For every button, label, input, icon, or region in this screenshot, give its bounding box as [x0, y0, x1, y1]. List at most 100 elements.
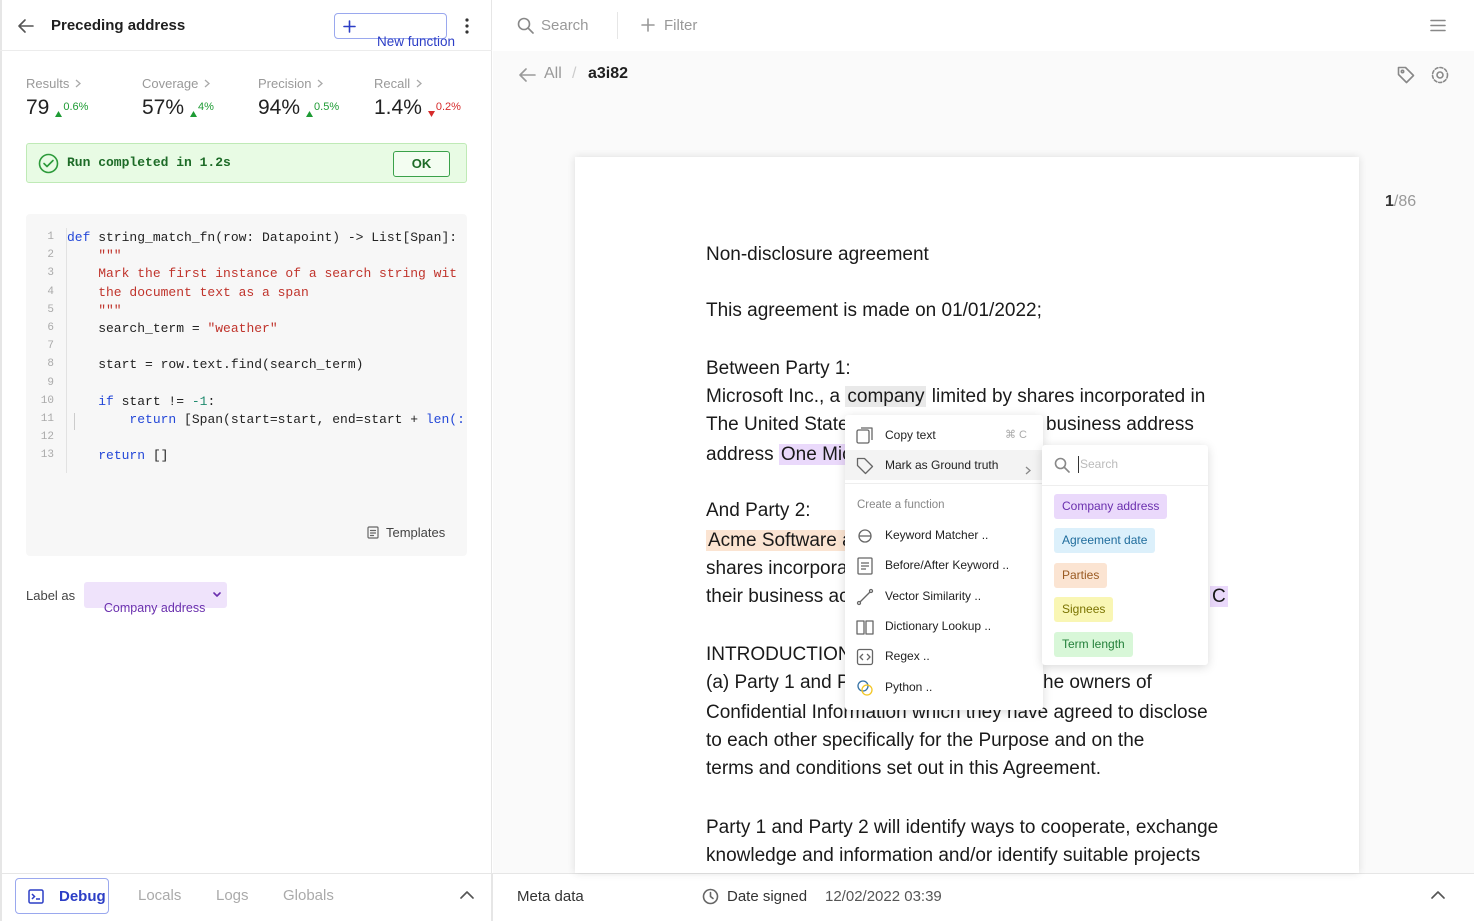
new-function-button[interactable]: New function: [334, 13, 455, 49]
function-item[interactable]: Regex ..: [885, 649, 930, 664]
function-item[interactable]: Dictionary Lookup ..: [885, 618, 992, 633]
debug-tab[interactable]: Locals: [138, 887, 181, 904]
settings-button[interactable]: [1430, 65, 1450, 85]
function-item[interactable]: Keyword Matcher ..: [885, 528, 989, 542]
left-header-divider: [0, 50, 492, 51]
highlighted-text[interactable]: One Mic: [778, 444, 854, 465]
tag-button[interactable]: [1397, 66, 1415, 84]
highlighted-text[interactable]: company: [845, 386, 927, 407]
label-option[interactable]: Company address: [1054, 494, 1168, 519]
document-text: (a) Party 1 and P: [706, 672, 850, 693]
submenu-chevron: [1025, 462, 1031, 480]
document-line: their business ac: [706, 585, 849, 609]
document-line: (a) Party 1 and P: [706, 671, 850, 695]
search-input[interactable]: Search: [541, 17, 589, 34]
function-item[interactable]: Vector Similarity ..: [885, 588, 982, 603]
line-number: 5: [47, 303, 54, 316]
function-item[interactable]: Before/After Keyword ..: [885, 558, 1010, 573]
metric-trend-icon: [190, 104, 198, 122]
code-token: start = row.text.find(search_term): [67, 357, 364, 373]
line-number: 9: [47, 376, 54, 389]
code-token: the document text as a span: [67, 284, 309, 300]
line-number: 7: [47, 340, 54, 353]
menu-icon: [856, 588, 874, 611]
highlighted-text[interactable]: Acme Software a: [706, 530, 855, 551]
back-button[interactable]: [17, 17, 35, 35]
function-item[interactable]: Python ..: [885, 679, 933, 694]
code-line: """: [67, 248, 467, 263]
document-line: Non-disclosure agreement: [706, 243, 929, 267]
document-text: to each other specifically for the Purpo…: [706, 730, 1145, 751]
label-dropdown[interactable]: Company address: [84, 582, 228, 615]
menu-divider: [845, 483, 1043, 484]
breadcrumb-root[interactable]: All: [544, 65, 562, 82]
filter-button[interactable]: Filter: [664, 17, 698, 34]
document-text: Between Party 1:: [706, 358, 851, 379]
document-line: shares incorpora: [706, 557, 848, 581]
menu-active-row: [845, 450, 1043, 480]
label-dropdown-value: Company address: [103, 601, 206, 615]
document-text: Non-disclosure agreement: [706, 244, 929, 265]
context-menu: Copy text ⌘ C Mark as Ground truth Create a…: [845, 415, 1043, 710]
metric-value: 57%: [142, 96, 185, 119]
menu-item[interactable]: Mark as Ground truth: [885, 458, 999, 472]
line-number: 12: [40, 431, 54, 444]
metric-delta: 0.6%: [63, 101, 89, 113]
label-option[interactable]: Signees: [1054, 597, 1114, 623]
code-token: if: [98, 393, 114, 409]
line-number: 1: [47, 231, 54, 243]
metric-label[interactable]: Recall: [374, 76, 423, 91]
code-editor[interactable]: Templates 1 def string_match_fn(row: Data…: [26, 214, 467, 556]
metric-value: 1.4%: [374, 96, 422, 119]
document-text: limited by shares incorporated in: [926, 386, 1206, 407]
metric-chevron: [204, 76, 211, 91]
metric-label[interactable]: Results: [26, 76, 82, 91]
more-menu[interactable]: [462, 17, 472, 35]
templates-button[interactable]: Templates: [386, 525, 446, 540]
document-line: Party 1 and Party 2 will identify ways t…: [706, 816, 1218, 840]
label-option[interactable]: Parties: [1054, 562, 1108, 588]
search-icon: [517, 17, 534, 34]
debug-tab[interactable]: Globals: [283, 887, 334, 904]
menu-icon: [856, 679, 874, 702]
line-number: 13: [40, 449, 54, 462]
metric-label[interactable]: Coverage: [142, 76, 211, 91]
label-option[interactable]: Term length: [1054, 631, 1133, 657]
metric-trend-icon: [55, 104, 63, 122]
menu-shortcut: ⌘ C: [1005, 429, 1027, 441]
page-total: 86: [1398, 193, 1417, 210]
meta-data-tab[interactable]: Meta data: [517, 888, 584, 905]
document-line: INTRODUCTION: [706, 643, 852, 667]
menu-icon: [856, 527, 874, 550]
code-token: [67, 412, 129, 427]
hamburger-menu[interactable]: [1430, 19, 1446, 32]
debug-tab[interactable]: Debug: [15, 878, 109, 914]
highlighted-text[interactable]: C: [1210, 586, 1228, 607]
line-number: 10: [40, 394, 54, 407]
label-search[interactable]: Search: [1080, 457, 1119, 471]
document-text: knowledge and information and/or identif…: [706, 845, 1201, 866]
metric-label[interactable]: Precision: [258, 76, 324, 91]
menu-section: Create a function: [857, 499, 945, 511]
debug-tab[interactable]: Logs: [216, 887, 249, 904]
collapse-debug[interactable]: [460, 890, 474, 900]
document-line: terms and conditions set out in this Agr…: [706, 757, 1101, 781]
new-function-label: New function: [377, 34, 456, 49]
document-text: And Party 2:: [706, 500, 811, 521]
code-token: """: [67, 302, 122, 318]
code-line: def string_match_fn(row: Datapoint) -> L…: [67, 230, 467, 245]
code-token: []: [145, 448, 169, 464]
menu-item[interactable]: Copy text: [885, 428, 936, 442]
page-current: 1: [1385, 193, 1394, 210]
label-option[interactable]: Agreement date: [1054, 528, 1156, 554]
menu-icon: [856, 457, 874, 480]
ok-button[interactable]: OK: [393, 151, 450, 177]
metric-chevron: [317, 76, 324, 91]
collapse-meta[interactable]: [1431, 890, 1445, 900]
code-token: -1: [191, 393, 208, 409]
breadcrumb-back[interactable]: [519, 67, 536, 83]
panel-title: Preceding address: [51, 17, 186, 34]
debug-tab-label: Locals: [138, 887, 182, 904]
document-line: he owners of: [1043, 671, 1152, 695]
